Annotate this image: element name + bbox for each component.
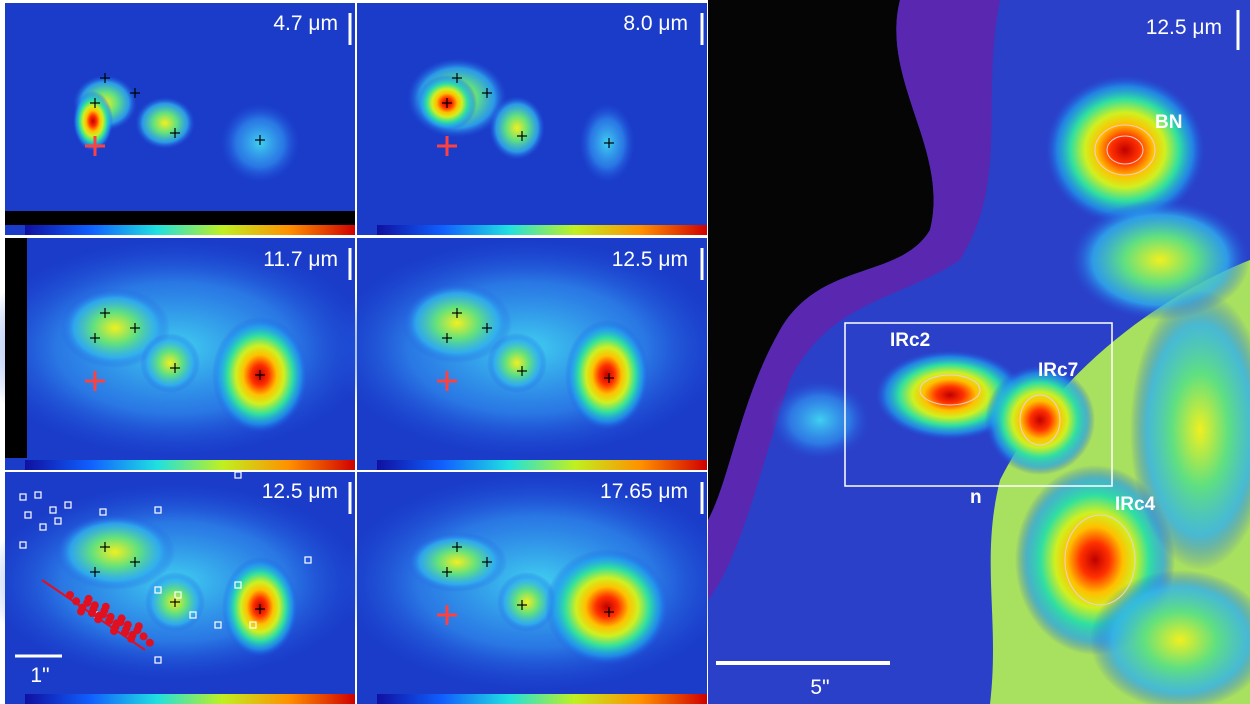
source-label: n: [970, 487, 982, 508]
marker: [83, 599, 91, 607]
marker: [133, 626, 141, 634]
source-label: IRc7: [1038, 360, 1078, 381]
emission: [545, 549, 669, 665]
emission: [565, 320, 649, 430]
panel-label: 12.5 μm: [262, 480, 338, 503]
emission: [985, 365, 1095, 475]
emission: [140, 333, 200, 393]
mask: [5, 238, 27, 458]
colorbar: [377, 225, 707, 235]
panel-label: 11.7 μm: [263, 248, 338, 271]
colorbar: [377, 460, 707, 470]
scale-label: 5": [810, 676, 829, 699]
colorbar: [25, 694, 355, 704]
source-label: IRc4: [1115, 494, 1156, 515]
marker: [116, 618, 124, 626]
panel-label: 12.5 μm: [612, 248, 688, 271]
figure: 4.7 μm 8.0 μm 11.7 μm 12.5 μm 12.5 μm 17…: [0, 0, 1250, 704]
colorbar: [377, 694, 707, 704]
scale-label: 1": [30, 664, 49, 687]
colorbar: [25, 225, 355, 235]
main-label: 12.5 μm: [1146, 16, 1222, 39]
panel-label: 4.7 μm: [273, 12, 338, 35]
emission: [487, 333, 547, 393]
panel-label: 17.65 μm: [600, 480, 688, 503]
colorbar: [25, 460, 355, 470]
emission: [489, 96, 545, 160]
marker: [99, 611, 107, 619]
emission: [770, 380, 870, 460]
source-label: BN: [1155, 112, 1182, 133]
marker: [146, 639, 154, 647]
source-label: IRc2: [890, 330, 930, 351]
mask: [5, 211, 355, 225]
panel-label: 8.0 μm: [623, 12, 688, 35]
marker: [140, 632, 148, 640]
emission: [73, 91, 113, 151]
emission: [135, 97, 195, 149]
